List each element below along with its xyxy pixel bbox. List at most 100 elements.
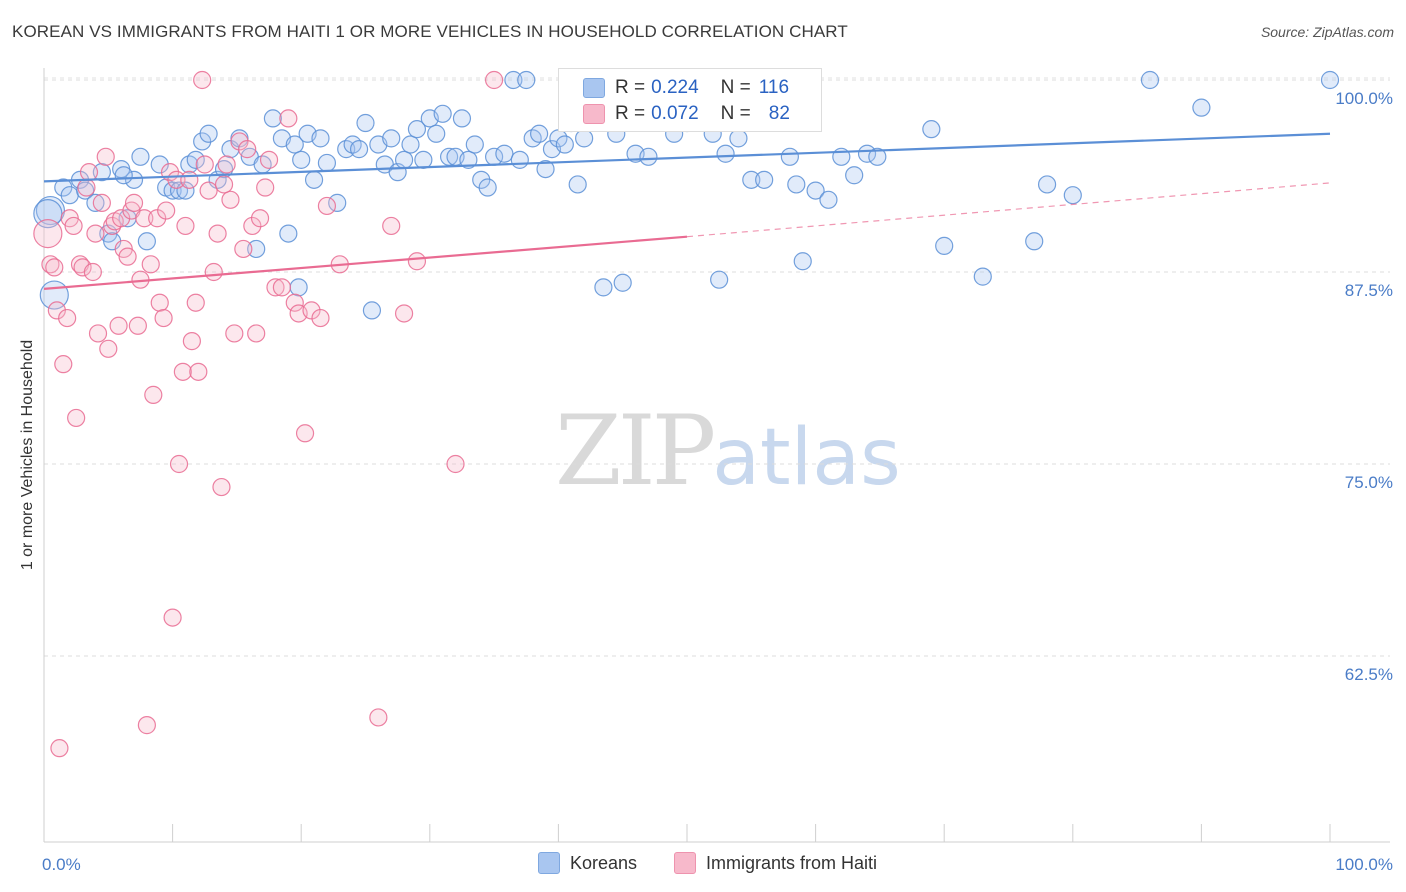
bottom-legend-label: Koreans [570,852,638,873]
point-koreans [710,270,729,289]
x-tick-label: 100.0% [1335,855,1393,874]
point-haiti [217,155,236,174]
trend-line-koreans [43,132,1331,183]
point-koreans [517,70,536,90]
point-haiti [33,219,63,249]
point-haiti [272,278,292,297]
point-haiti [250,209,270,228]
tick-labels: 100.0% 87.5% 75.0% 62.5% 0.0% 100.0% [42,89,1393,874]
point-haiti [266,278,285,297]
point-koreans [495,144,514,163]
legend-r-value: 0.224 [651,77,699,98]
point-haiti [154,308,173,328]
point-haiti [54,355,73,374]
point-koreans [594,278,613,297]
point-koreans [131,147,150,166]
trend-line-haiti [43,235,688,290]
point-haiti [317,196,337,216]
x-tick-label: 0.0% [42,855,81,874]
point-koreans [137,232,156,251]
point-koreans [729,129,748,148]
point-haiti [144,385,163,404]
bottom-legend-label: Immigrants from Haiti [706,852,878,873]
point-koreans [459,150,478,169]
point-haiti [96,147,115,166]
point-koreans [793,252,812,271]
point-koreans [716,144,735,163]
point-haiti [446,454,465,474]
watermark: ZIPatlas [555,395,901,507]
point-haiti [180,170,199,189]
point-koreans [114,166,133,185]
watermark-atlas: atlas [712,413,901,503]
point-haiti [259,150,279,169]
point-koreans [504,70,523,90]
legend-n-label: N = [720,103,751,124]
legend-row-koreans: R = 0.224 N = 116 [583,77,790,99]
legend-r-label: R = [615,77,646,98]
watermark-zip: ZIP [555,395,716,507]
point-haiti [256,178,275,197]
y-tick-label: 87.5% [1345,281,1393,300]
point-haiti [186,293,205,312]
point-koreans [92,163,111,182]
point-koreans [935,236,954,255]
point-haiti [243,216,262,236]
point-koreans [289,278,308,297]
point-koreans [613,273,632,292]
point-koreans [639,147,658,166]
point-koreans [317,153,337,173]
point-koreans [124,170,144,189]
point-haiti [189,362,208,381]
point-haiti [279,109,298,128]
legend-n-value: 116 [758,77,790,98]
point-haiti [79,163,99,182]
point-haiti [88,324,108,343]
point-haiti [50,739,69,758]
point-haiti [199,181,218,200]
point-haiti [295,424,315,443]
point-koreans [382,129,401,148]
point-koreans [742,170,761,189]
point-koreans [186,150,205,169]
point-koreans [401,135,420,154]
point-haiti [311,308,330,328]
point-koreans [263,109,283,128]
point-haiti [394,304,414,323]
point-koreans [328,193,347,212]
point-koreans [356,113,375,133]
trend-lines [43,132,1331,290]
point-koreans [575,129,594,148]
point-haiti [182,332,201,351]
point-haiti [485,70,504,90]
point-haiti [124,193,144,212]
point-haiti [247,324,266,343]
point-koreans [60,186,79,205]
point-koreans [568,175,587,194]
point-haiti [77,178,96,197]
trend-line-haiti-extrapolated [686,182,1331,238]
point-koreans [150,155,169,174]
point-koreans [427,124,446,143]
point-haiti [169,454,189,474]
point-haiti [221,190,240,209]
point-koreans [285,135,304,154]
point-haiti [112,209,131,228]
point-koreans [1037,175,1057,194]
point-koreans [452,109,472,128]
point-haiti [234,239,253,259]
point-haiti [137,716,156,735]
point-koreans [1025,232,1044,251]
legend-r-value: 0.072 [651,103,699,124]
point-koreans [536,159,555,179]
point-koreans [555,135,574,154]
point-haiti [67,408,86,428]
legend-row-haiti: R = 0.072 N = 82 [583,103,790,125]
point-koreans [1192,98,1211,117]
point-haiti [238,140,257,159]
point-koreans [33,199,63,229]
point-koreans [279,224,298,243]
point-koreans [163,181,182,200]
point-haiti [92,193,111,212]
